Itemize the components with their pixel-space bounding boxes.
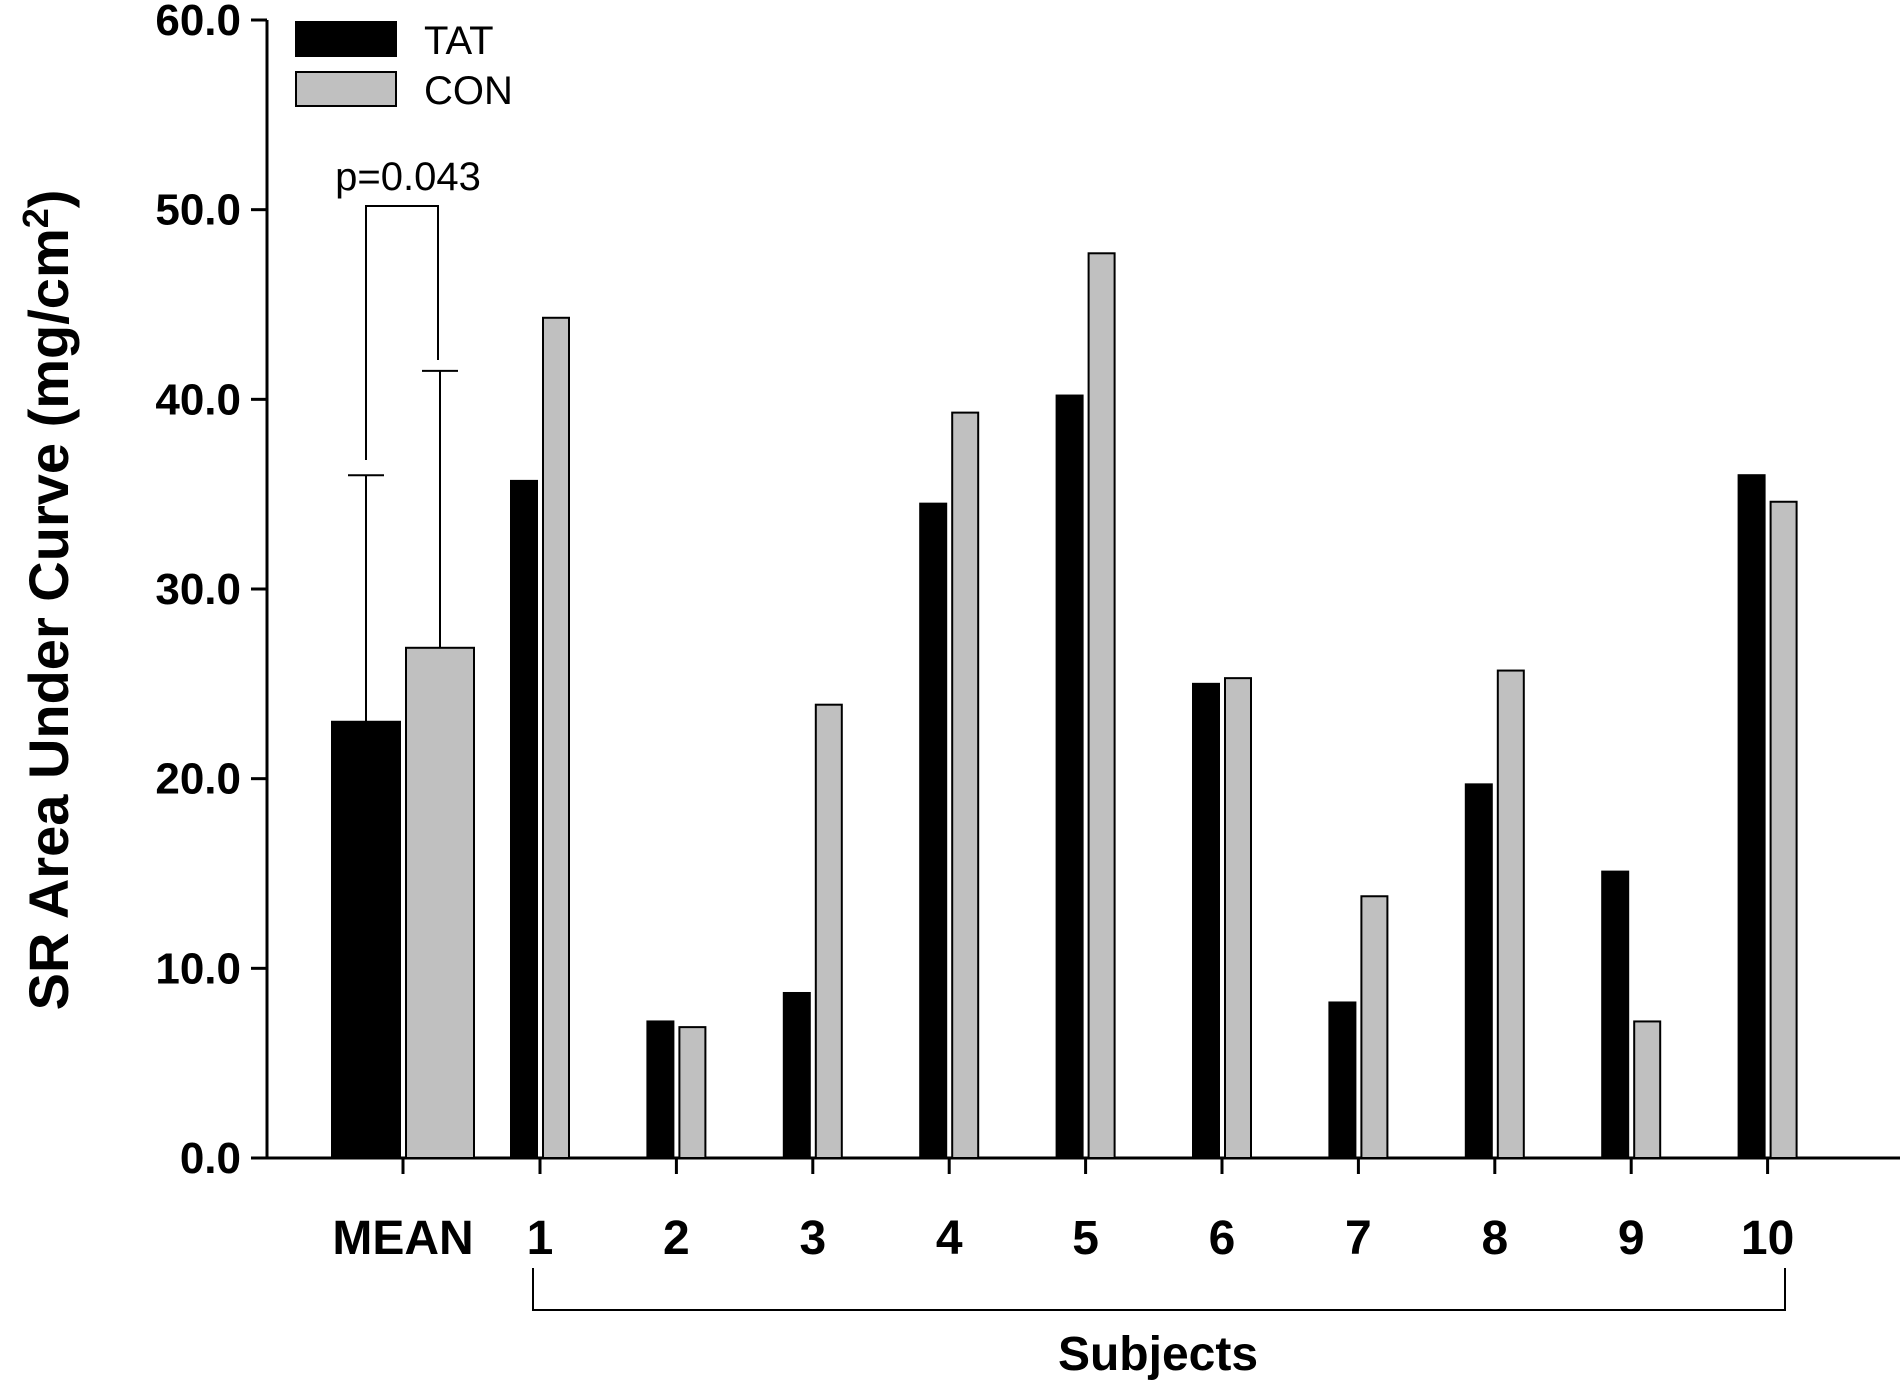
x-tick-label-2: 2 <box>663 1212 690 1265</box>
y-axis-title-superscript: 2 <box>15 208 56 228</box>
legend-swatch-tat <box>295 21 397 57</box>
significance-bracket-line <box>365 205 439 460</box>
bar-tat-mean <box>331 720 401 1159</box>
bar-tat-9 <box>1601 870 1630 1159</box>
y-tick-label-1: 10.0 <box>155 944 241 993</box>
y-axis-title-main: SR Area Under Curve (mg/cm <box>17 228 80 1010</box>
x-tick-label-9: 9 <box>1618 1212 1645 1265</box>
legend-label-con: CON <box>424 69 513 113</box>
y-axis-title-close: ) <box>17 190 80 209</box>
x-tick-label-3: 3 <box>799 1212 826 1265</box>
bar-tat-8 <box>1464 783 1493 1160</box>
y-tick-label-4: 40.0 <box>155 375 241 424</box>
bar-con-7 <box>1360 895 1389 1159</box>
bar-con-9 <box>1633 1020 1662 1159</box>
subjects-bracket <box>532 1268 1786 1311</box>
x-axis <box>267 1156 1900 1174</box>
y-tick-label-2: 20.0 <box>155 755 241 804</box>
bar-con-10 <box>1769 500 1798 1159</box>
x-tick-label-8: 8 <box>1481 1212 1508 1265</box>
bars <box>331 252 1798 1160</box>
x-tick-label-4: 4 <box>936 1212 963 1265</box>
y-axis-title: SR Area Under Curve (mg/cm2) <box>15 190 80 1011</box>
bar-con-4 <box>951 411 980 1159</box>
y-tick-label-6: 60.0 <box>155 0 241 45</box>
x-axis-title: Subjects <box>1058 1328 1258 1381</box>
bar-con-2 <box>678 1026 707 1159</box>
bar-tat-6 <box>1192 682 1220 1159</box>
bar-tat-2 <box>646 1020 675 1159</box>
x-tick-label-mean: MEAN <box>332 1212 473 1265</box>
bar-tat-10 <box>1737 474 1766 1159</box>
x-tick-label-1: 1 <box>527 1212 554 1265</box>
bar-con-mean <box>405 646 475 1160</box>
bar-con-5 <box>1087 252 1116 1160</box>
legend-swatch-con <box>295 71 397 107</box>
bar-con-6 <box>1224 677 1252 1159</box>
x-tick-label-7: 7 <box>1345 1212 1372 1265</box>
x-tick-label-6: 6 <box>1209 1212 1236 1265</box>
p-value-annotation: p=0.043 <box>335 155 481 199</box>
bar-tat-4 <box>919 502 948 1159</box>
significance-bracket <box>365 205 439 460</box>
y-axis: 0.0 10.0 20.0 30.0 40.0 50.0 60.0 <box>155 0 269 1183</box>
bar-con-3 <box>814 703 843 1159</box>
category-labels: MEAN 1 2 3 4 5 6 7 8 9 10 <box>332 1212 1794 1265</box>
legend-label-tat: TAT <box>424 19 494 63</box>
bar-tat-1 <box>510 479 538 1159</box>
bar-con-8 <box>1496 669 1525 1159</box>
bar-tat-3 <box>782 991 811 1159</box>
x-tick-label-5: 5 <box>1072 1212 1099 1265</box>
x-tick-label-10: 10 <box>1741 1212 1794 1265</box>
subjects-bracket-line <box>532 1268 1786 1311</box>
legend: TAT CON <box>295 19 513 113</box>
bar-tat-7 <box>1328 1001 1357 1159</box>
error-bars <box>348 369 458 722</box>
y-tick-label-3: 30.0 <box>155 565 241 614</box>
bar-tat-5 <box>1055 394 1084 1160</box>
y-tick-label-0: 0.0 <box>180 1134 241 1183</box>
bar-con-1 <box>542 316 570 1159</box>
y-tick-label-5: 50.0 <box>155 186 241 235</box>
